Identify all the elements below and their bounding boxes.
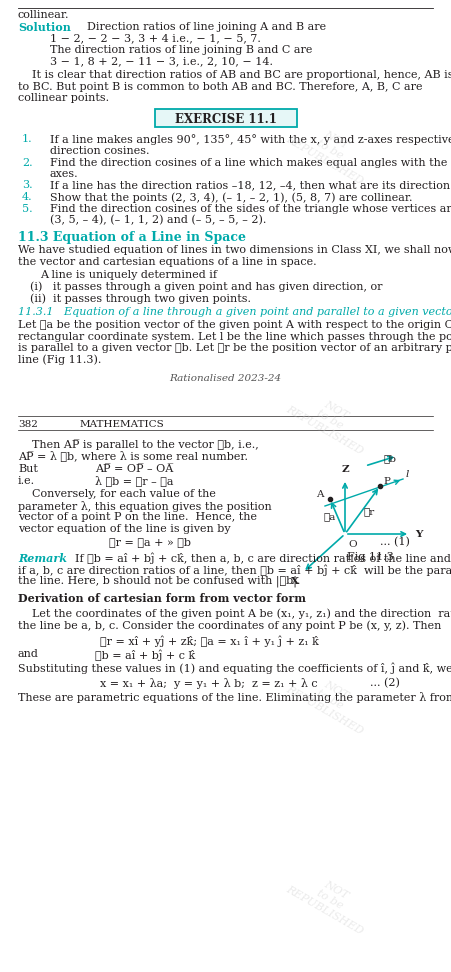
Text: AP̅ = OP̅ – OA̅: AP̅ = OP̅ – OA̅ <box>95 464 173 474</box>
Text: l: l <box>406 470 410 479</box>
Text: MATHEMATICS: MATHEMATICS <box>80 420 165 429</box>
Text: x = x₁ + λa;  y = y₁ + λ b;  z = z₁ + λ c: x = x₁ + λa; y = y₁ + λ b; z = z₁ + λ c <box>100 678 318 689</box>
Text: These are parametric equations of the line. Eliminating the parameter λ from (2): These are parametric equations of the li… <box>18 691 451 703</box>
Text: X: X <box>291 577 299 586</box>
Text: It is clear that direction ratios of AB and BC are proportional, hence, AB is pa: It is clear that direction ratios of AB … <box>18 70 451 80</box>
Text: 4.: 4. <box>22 192 32 202</box>
Text: ... (1): ... (1) <box>380 537 410 547</box>
Text: A: A <box>317 490 324 499</box>
Text: if a, b, c are direction ratios of a line, then ⃗b = aî + bĵ + ck̂  will be the : if a, b, c are direction ratios of a lin… <box>18 564 451 575</box>
Text: ⃗a: ⃗a <box>323 512 336 521</box>
Text: EXERCISE 11.1: EXERCISE 11.1 <box>175 113 276 126</box>
Text: vector equation of the line is given by: vector equation of the line is given by <box>18 524 230 534</box>
Text: to BC. But point B is common to both AB and BC. Therefore, A, B, C are: to BC. But point B is common to both AB … <box>18 82 423 91</box>
Text: Substituting these values in (1) and equating the coefficients of î, ĵ and k̂, w: Substituting these values in (1) and equ… <box>18 663 451 674</box>
Text: Let the coordinates of the given point A be (x₁, y₁, z₁) and the direction  rati: Let the coordinates of the given point A… <box>18 608 451 619</box>
Text: Then AP̅ is parallel to the vector ⃗b, i.e.,: Then AP̅ is parallel to the vector ⃗b, i… <box>18 439 259 450</box>
Text: The direction ratios of line joining B and C are: The direction ratios of line joining B a… <box>50 45 313 55</box>
Text: ⃗r = ⃗a + » ⃗b: ⃗r = ⃗a + » ⃗b <box>109 537 191 547</box>
Text: NOT
to be
REPUBLISHED: NOT to be REPUBLISHED <box>284 114 376 187</box>
Text: and: and <box>18 649 39 659</box>
Text: NOT
to be
REPUBLISHED: NOT to be REPUBLISHED <box>284 384 376 456</box>
Text: (3, 5, – 4), (– 1, 1, 2) and (– 5, – 5, – 2).: (3, 5, – 4), (– 1, 1, 2) and (– 5, – 5, … <box>50 215 267 226</box>
Text: ⃗b = aî + bĵ + c k̂: ⃗b = aî + bĵ + c k̂ <box>95 649 195 661</box>
Text: A line is uniquely determined if: A line is uniquely determined if <box>40 270 217 280</box>
Text: parameter λ, this equation gives the position: parameter λ, this equation gives the pos… <box>18 501 272 511</box>
Text: Remark: Remark <box>18 552 67 564</box>
Text: 382: 382 <box>18 420 38 429</box>
Text: is parallel to a given vector ⃗b. Let ⃗r be the position vector of an arbitrary : is parallel to a given vector ⃗b. Let ⃗r… <box>18 343 451 353</box>
Text: 5.: 5. <box>22 203 32 214</box>
Text: ⃗r: ⃗r <box>363 507 374 516</box>
Text: Direction ratios of line joining A and B are: Direction ratios of line joining A and B… <box>87 22 326 32</box>
Text: ⃗b: ⃗b <box>384 454 397 463</box>
Text: If a line has the direction ratios –18, 12, –4, then what are its direction cosi: If a line has the direction ratios –18, … <box>50 181 451 191</box>
Text: ... (2): ... (2) <box>370 678 400 688</box>
Text: O: O <box>348 540 357 549</box>
Text: rectangular coordinate system. Let l be the line which passes through the point : rectangular coordinate system. Let l be … <box>18 331 451 341</box>
Text: AP̅ = λ ⃗b, where λ is some real number.: AP̅ = λ ⃗b, where λ is some real number. <box>18 450 248 462</box>
Text: i.e.: i.e. <box>18 475 35 485</box>
Text: P: P <box>383 477 390 486</box>
Text: NOT
to be
REPUBLISHED: NOT to be REPUBLISHED <box>284 664 376 736</box>
Text: 1.: 1. <box>22 134 32 145</box>
Text: Let ⃗a be the position vector of the given point A with respect to the origin O : Let ⃗a be the position vector of the giv… <box>18 320 451 330</box>
Text: Find the direction cosines of the sides of the triangle whose vertices are: Find the direction cosines of the sides … <box>50 203 451 214</box>
Text: vector of a point P on the line.  Hence, the: vector of a point P on the line. Hence, … <box>18 512 257 522</box>
Text: If a line makes angles 90°, 135°, 45° with the x, y and z-axes respectively, fin: If a line makes angles 90°, 135°, 45° wi… <box>50 134 451 146</box>
Text: Z: Z <box>341 465 349 474</box>
Text: NOT
to be
REPUBLISHED: NOT to be REPUBLISHED <box>284 864 376 936</box>
Text: 11.3 Equation of a Line in Space: 11.3 Equation of a Line in Space <box>18 230 246 244</box>
Text: collinear points.: collinear points. <box>18 93 109 103</box>
Text: (ii)  it passes through two given points.: (ii) it passes through two given points. <box>30 293 251 303</box>
Text: Show that the points (2, 3, 4), (– 1, – 2, 1), (5, 8, 7) are collinear.: Show that the points (2, 3, 4), (– 1, – … <box>50 192 413 202</box>
Text: Solution: Solution <box>18 22 71 33</box>
FancyBboxPatch shape <box>155 110 296 127</box>
Text: Derivation of cartesian form from vector form: Derivation of cartesian form from vector… <box>18 593 306 604</box>
Text: 3.: 3. <box>22 181 32 191</box>
Text: line (Fig 11.3).: line (Fig 11.3). <box>18 355 101 365</box>
Text: collinear.: collinear. <box>18 10 69 20</box>
Text: the vector and cartesian equations of a line in space.: the vector and cartesian equations of a … <box>18 257 317 266</box>
Text: We have studied equation of lines in two dimensions in Class XI, we shall now st: We have studied equation of lines in two… <box>18 245 451 255</box>
Text: 1 − 2, − 2 − 3, 3 + 4 i.e., − 1, − 5, 7.: 1 − 2, − 2 − 3, 3 + 4 i.e., − 1, − 5, 7. <box>50 33 261 44</box>
Text: direction cosines.: direction cosines. <box>50 146 149 156</box>
Text: Find the direction cosines of a line which makes equal angles with the coordinat: Find the direction cosines of a line whi… <box>50 157 451 167</box>
Text: ⃗r = xî + yĵ + zk̂; ⃗a = x₁ î + y₁ ĵ + z₁ k̂: ⃗r = xî + yĵ + zk̂; ⃗a = x₁ î + y₁ ĵ + z… <box>100 636 319 647</box>
Text: (i)   it passes through a given point and has given direction, or: (i) it passes through a given point and … <box>30 282 382 292</box>
Text: If ⃗b = aî + bĵ + ck̂, then a, b, c are direction ratios of the line and convers: If ⃗b = aî + bĵ + ck̂, then a, b, c are … <box>75 552 451 564</box>
Text: Rationalised 2023-24: Rationalised 2023-24 <box>170 374 281 383</box>
Text: Fig 11.3: Fig 11.3 <box>347 552 393 562</box>
Text: Conversely, for each value of the: Conversely, for each value of the <box>18 489 216 499</box>
Text: 3 − 1, 8 + 2, − 11 − 3, i.e., 2, 10, − 14.: 3 − 1, 8 + 2, − 11 − 3, i.e., 2, 10, − 1… <box>50 56 273 66</box>
Text: the line be a, b, c. Consider the coordinates of any point P be (x, y, z). Then: the line be a, b, c. Consider the coordi… <box>18 620 442 631</box>
Text: λ ⃗b = ⃗r – ⃗a: λ ⃗b = ⃗r – ⃗a <box>95 475 174 486</box>
Text: Y: Y <box>415 530 423 538</box>
Text: But: But <box>18 464 38 474</box>
Text: the line. Here, b should not be confused with |⃗b|.: the line. Here, b should not be confused… <box>18 575 300 587</box>
Text: 2.: 2. <box>22 157 32 167</box>
Text: axes.: axes. <box>50 169 78 179</box>
Text: 11.3.1   Equation of a line through a given point and parallel to a given vector: 11.3.1 Equation of a line through a give… <box>18 306 451 317</box>
